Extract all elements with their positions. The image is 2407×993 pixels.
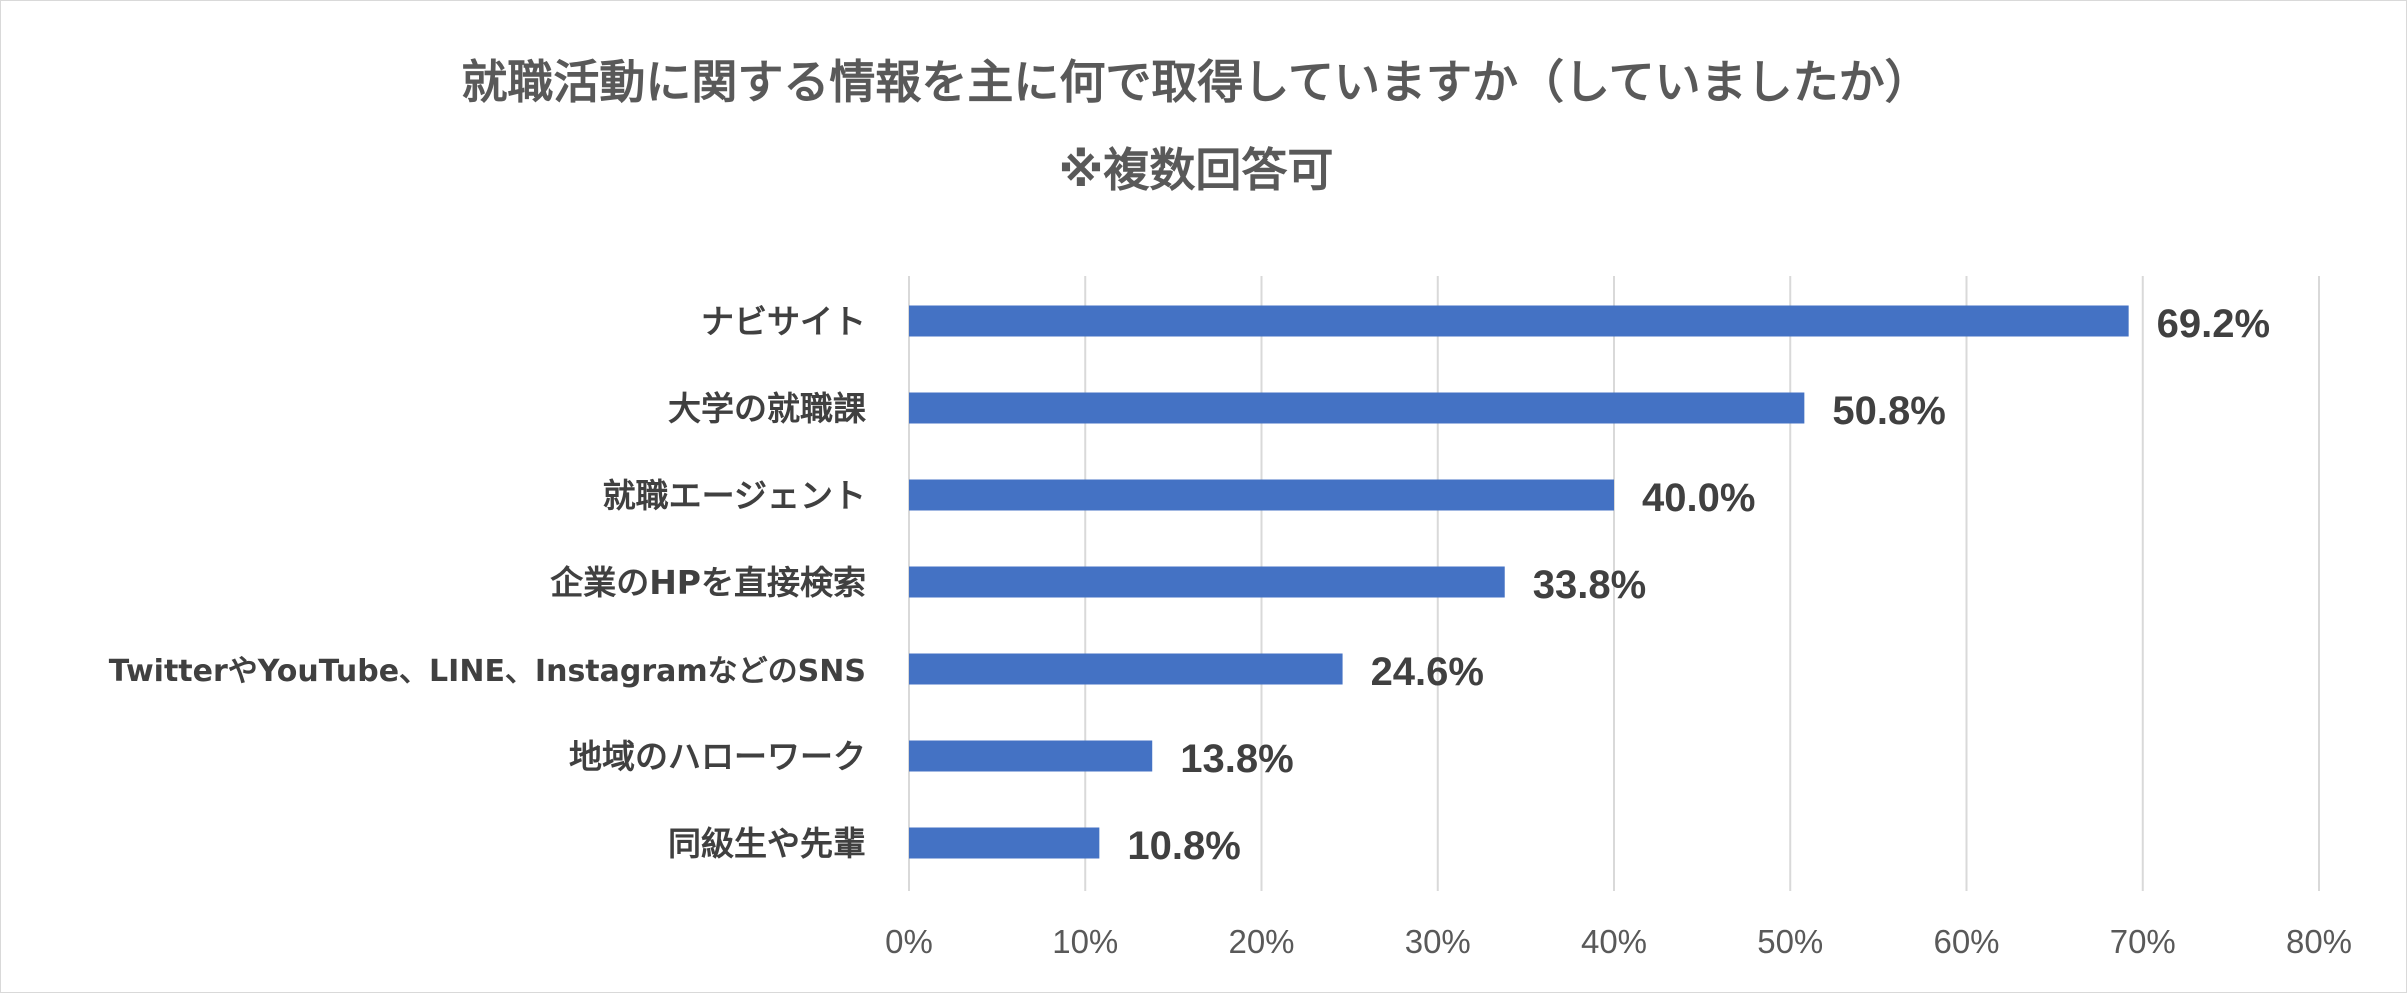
x-tick-label: 30% — [1405, 923, 1471, 960]
value-label: 33.8% — [1533, 563, 1646, 607]
value-labels: 69.2% 50.8% 40.0% 33.8% 24.6% 13.8% 10.8% — [1127, 302, 2270, 868]
x-tick-label: 10% — [1052, 923, 1118, 960]
bar — [909, 305, 2129, 337]
bar — [909, 653, 1343, 685]
bar — [909, 827, 1100, 859]
value-label: 24.6% — [1371, 650, 1484, 694]
value-label: 10.8% — [1127, 824, 1240, 868]
bar — [909, 392, 1805, 424]
category-label: TwitterやYouTube、LINE、InstagramなどのSNS — [109, 654, 866, 689]
x-tick-label: 80% — [2286, 923, 2352, 960]
category-label: 企業のHPを直接検索 — [550, 563, 866, 602]
category-label: 同級生や先輩 — [668, 824, 866, 863]
x-tick-label: 70% — [2110, 923, 2176, 960]
x-axis-tick-labels: 0% 10% 20% 30% 40% 50% 60% 70% 80% — [885, 923, 2352, 960]
gridlines — [908, 276, 2320, 891]
value-label: 13.8% — [1180, 737, 1293, 781]
category-label: 地域のハローワーク — [569, 737, 866, 776]
category-label: ナビサイト — [701, 302, 866, 341]
x-tick-label: 20% — [1228, 923, 1294, 960]
x-tick-label: 40% — [1581, 923, 1647, 960]
bars — [909, 305, 2129, 859]
value-label: 50.8% — [1832, 389, 1945, 433]
x-tick-label: 50% — [1757, 923, 1823, 960]
x-tick-label: 60% — [1933, 923, 1999, 960]
chart-title: 就職活動に関する情報を主に何で取得していますか（していましたか） — [461, 55, 1930, 109]
category-label: 大学の就職課 — [668, 389, 867, 428]
chart-subtitle: ※複数回答可 — [1059, 143, 1334, 197]
bar — [909, 566, 1505, 598]
category-label: 就職エージェント — [603, 476, 866, 515]
x-tick-label: 0% — [885, 923, 933, 960]
value-label: 69.2% — [2157, 302, 2270, 346]
bar — [909, 740, 1153, 772]
bar — [909, 479, 1614, 511]
value-label: 40.0% — [1642, 476, 1755, 520]
